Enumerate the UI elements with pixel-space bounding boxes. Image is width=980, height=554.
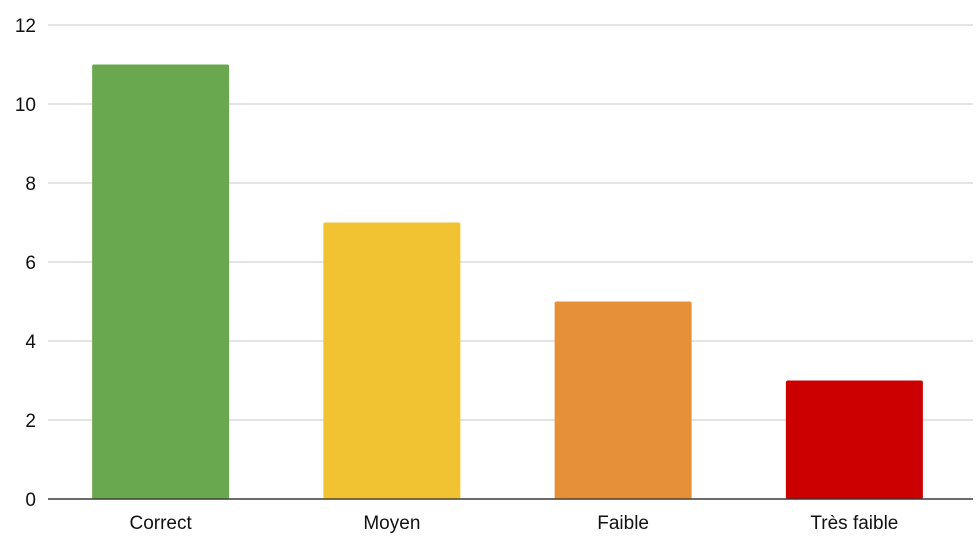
y-tick-label: 8 bbox=[25, 174, 36, 195]
x-axis-category-labels: Correct Moyen Faible Très faible bbox=[129, 513, 898, 534]
y-tick-label: 10 bbox=[15, 95, 36, 116]
y-tick-label: 4 bbox=[25, 332, 36, 353]
x-category-label: Correct bbox=[129, 513, 192, 534]
y-tick-label: 6 bbox=[25, 253, 36, 274]
y-tick-label: 2 bbox=[25, 411, 36, 432]
y-tick-label: 12 bbox=[15, 16, 36, 37]
bars-layer bbox=[48, 64, 973, 500]
y-tick-label: 0 bbox=[25, 490, 36, 511]
bar-moyen bbox=[323, 222, 461, 499]
y-axis-tick-labels: 0 2 4 6 8 10 12 bbox=[15, 16, 37, 511]
bar-correct bbox=[92, 64, 230, 499]
x-category-label: Très faible bbox=[810, 513, 898, 534]
x-category-label: Faible bbox=[597, 513, 649, 534]
bar-faible bbox=[554, 301, 692, 499]
bar-tr-s-faible bbox=[785, 380, 923, 499]
x-category-label: Moyen bbox=[363, 513, 420, 534]
